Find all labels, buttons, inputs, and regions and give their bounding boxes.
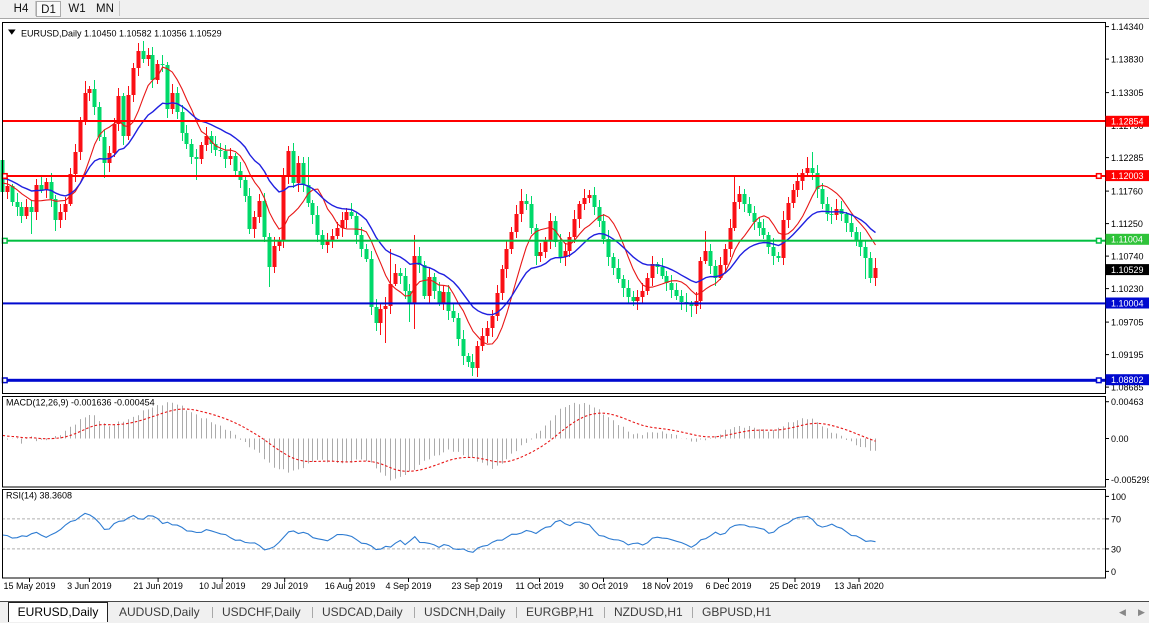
svg-text:0.00: 0.00 — [1111, 434, 1129, 444]
svg-text:1.12854: 1.12854 — [1111, 117, 1144, 127]
svg-text:EURUSD,Daily 1.10450 1.10582: EURUSD,Daily 1.10450 1.10582 1.10356 1.1… — [21, 29, 222, 39]
svg-text:1.11760: 1.11760 — [1111, 187, 1143, 197]
svg-text:1.14340: 1.14340 — [1111, 22, 1144, 32]
svg-text:1.11250: 1.11250 — [1111, 219, 1143, 229]
svg-text:1.08685: 1.08685 — [1111, 383, 1144, 393]
svg-text:10 Jul 2019: 10 Jul 2019 — [199, 581, 246, 591]
svg-text:1.10230: 1.10230 — [1111, 284, 1144, 294]
svg-text:1.08802: 1.08802 — [1111, 375, 1144, 385]
svg-text:1.10740: 1.10740 — [1111, 252, 1144, 262]
svg-text:1.12285: 1.12285 — [1111, 153, 1144, 163]
svg-text:4 Sep 2019: 4 Sep 2019 — [385, 581, 431, 591]
svg-text:30 Oct 2019: 30 Oct 2019 — [579, 581, 628, 591]
svg-text:1.09705: 1.09705 — [1111, 318, 1144, 328]
svg-text:1.12003: 1.12003 — [1111, 171, 1144, 181]
svg-text:1.10529: 1.10529 — [1111, 265, 1144, 275]
svg-text:16 Aug 2019: 16 Aug 2019 — [325, 581, 376, 591]
svg-text:70: 70 — [1111, 514, 1121, 524]
svg-text:0.00463: 0.00463 — [1111, 397, 1144, 407]
svg-text:1.13830: 1.13830 — [1111, 55, 1144, 65]
svg-text:1.13305: 1.13305 — [1111, 88, 1144, 98]
svg-text:100: 100 — [1111, 492, 1126, 502]
svg-text:18 Nov 2019: 18 Nov 2019 — [642, 581, 693, 591]
svg-text:13 Jan 2020: 13 Jan 2020 — [834, 581, 884, 591]
svg-text:11 Oct 2019: 11 Oct 2019 — [515, 581, 563, 591]
svg-text:29 Jul 2019: 29 Jul 2019 — [261, 581, 308, 591]
svg-text:15 May 2019: 15 May 2019 — [3, 581, 55, 591]
svg-text:1.11004: 1.11004 — [1111, 235, 1143, 245]
svg-text:30: 30 — [1111, 544, 1121, 554]
svg-text:6 Dec 2019: 6 Dec 2019 — [705, 581, 751, 591]
svg-text:0: 0 — [1111, 567, 1116, 577]
svg-text:21 Jun 2019: 21 Jun 2019 — [133, 581, 183, 591]
svg-text:1.09195: 1.09195 — [1111, 350, 1144, 360]
svg-text:25 Dec 2019: 25 Dec 2019 — [769, 581, 820, 591]
svg-text:3 Jun 2019: 3 Jun 2019 — [67, 581, 112, 591]
svg-text:RSI(14) 38.3608: RSI(14) 38.3608 — [6, 491, 72, 501]
svg-text:MACD(12,26,9) -0.001636 -0.000: MACD(12,26,9) -0.001636 -0.000454 — [6, 398, 155, 408]
svg-text:-0.005299: -0.005299 — [1111, 475, 1149, 485]
svg-text:1.10004: 1.10004 — [1111, 298, 1144, 308]
svg-text:23 Sep 2019: 23 Sep 2019 — [451, 581, 502, 591]
